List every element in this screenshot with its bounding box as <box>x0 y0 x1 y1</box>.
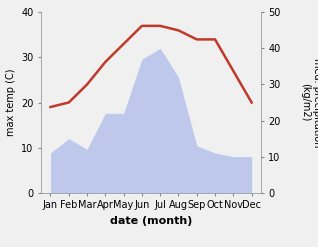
Y-axis label: max temp (C): max temp (C) <box>6 69 16 136</box>
Y-axis label: med. precipitation
(kg/m2): med. precipitation (kg/m2) <box>300 58 318 147</box>
X-axis label: date (month): date (month) <box>110 216 192 226</box>
